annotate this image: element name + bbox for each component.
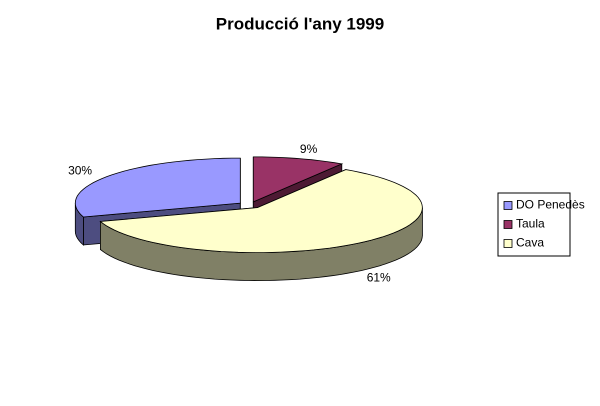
slice xyxy=(99,169,423,254)
slice xyxy=(74,157,241,218)
legend-label: Cava xyxy=(516,236,544,250)
data-label: 61% xyxy=(367,270,391,284)
chart-title: Producció l'any 1999 xyxy=(216,14,384,33)
pie: 30% 9% 61% xyxy=(68,142,423,284)
legend-label: Taula xyxy=(516,217,545,231)
legend-swatch xyxy=(503,239,513,248)
legend-swatch xyxy=(503,201,513,210)
legend-label: DO Penedès xyxy=(516,198,585,212)
data-label: 9% xyxy=(300,142,318,156)
data-label: 30% xyxy=(68,164,92,178)
slice xyxy=(252,156,344,203)
legend: DO Penedès Taula Cava xyxy=(497,192,585,257)
legend-swatch xyxy=(503,220,513,229)
